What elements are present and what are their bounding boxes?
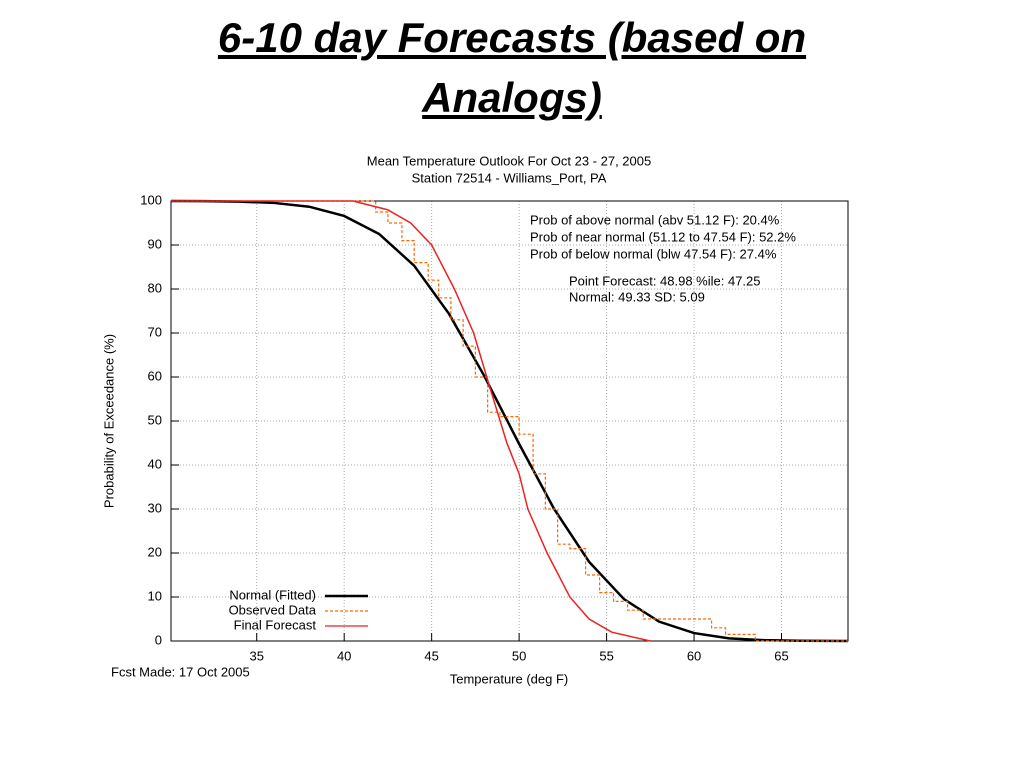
y-tick-label: 10 [148,588,162,603]
annotation: Normal: 49.33 SD: 5.09 [569,289,705,304]
legend-label: Observed Data [229,602,317,617]
slide-title: 6-10 day Forecasts (based on Analogs) [217,14,807,121]
series-line [171,200,651,642]
y-axis-label: Probability of Exceedance (%) [101,334,116,508]
y-tick-label: 0 [155,632,162,647]
y-tick-label: 50 [148,412,162,427]
y-tick-label: 80 [148,280,162,295]
y-tick-label: 20 [148,544,162,559]
y-tick-label: 60 [148,368,162,383]
plot-border [170,200,849,642]
y-tick-label: 70 [148,324,162,339]
x-tick-label: 40 [337,648,351,663]
legend-label: Normal (Fitted) [229,587,316,602]
annotation: Prob of above normal (abv 51.12 F): 20.4… [530,212,780,227]
y-tick-label: 40 [148,456,162,471]
annotation: Prob of below normal (blw 47.54 F): 27.4… [530,246,777,261]
x-tick-label: 60 [687,648,701,663]
x-tick-label: 45 [424,648,438,663]
x-tick-label: 50 [512,648,526,663]
y-tick-label: 90 [148,236,162,251]
annotation: Point Forecast: 48.98 %ile: 47.25 [569,273,761,288]
series-line [170,199,849,643]
annotation: Prob of near normal (51.12 to 47.54 F): … [530,229,796,244]
x-tick-label: 65 [774,648,788,663]
y-tick-label: 30 [148,500,162,515]
series-line [171,200,848,642]
chart-title: Mean Temperature Outlook For Oct 23 - 27… [367,153,651,168]
x-tick-label: 35 [249,648,263,663]
y-tick-label: 100 [140,192,162,207]
x-tick-label: 55 [599,648,613,663]
footnote: Fcst Made: 17 Oct 2005 [111,664,250,679]
chart-subtitle: Station 72514 - Williams_Port, PA [412,170,607,185]
x-axis-label: Temperature (deg F) [450,671,569,686]
legend-label: Final Forecast [234,617,317,632]
